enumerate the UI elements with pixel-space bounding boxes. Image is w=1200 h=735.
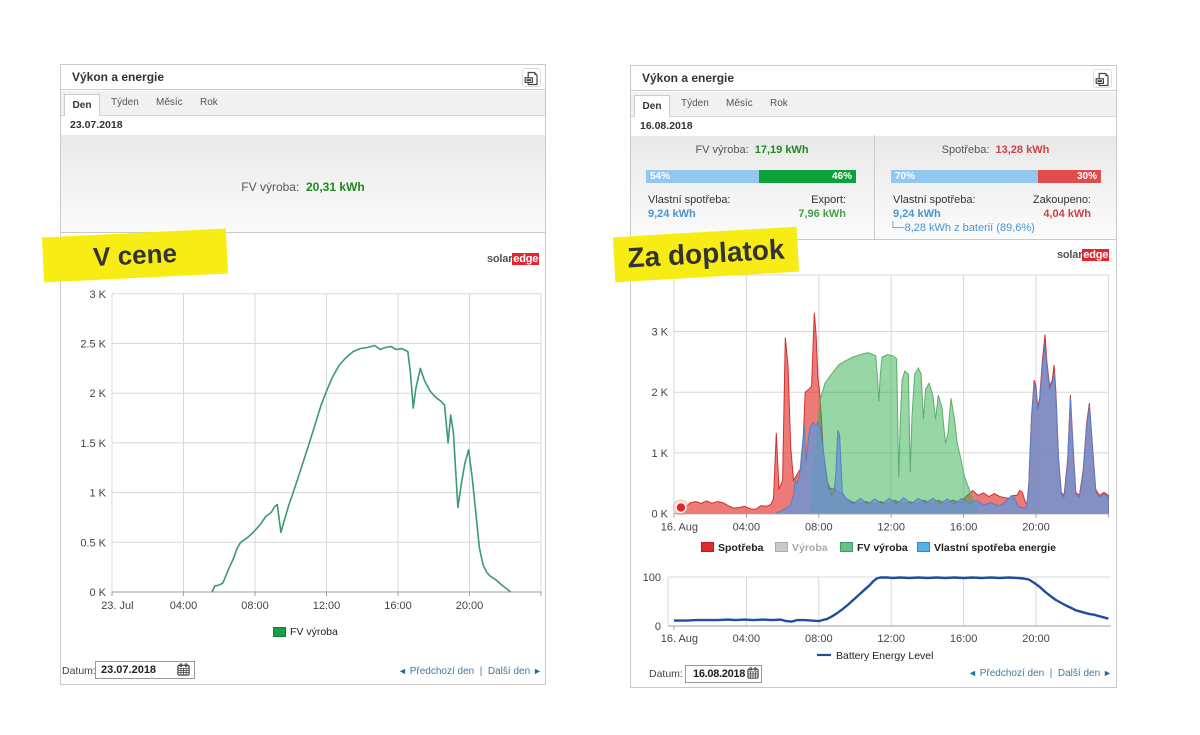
svg-text:2 K: 2 K (89, 388, 106, 400)
svg-text:20:00: 20:00 (456, 600, 484, 612)
svg-text:0 K: 0 K (651, 509, 668, 521)
svg-text:08:00: 08:00 (241, 600, 269, 612)
svg-text:2 K: 2 K (651, 387, 668, 399)
svg-text:08:00: 08:00 (805, 522, 833, 534)
svg-text:04:00: 04:00 (170, 600, 198, 612)
svg-text:0: 0 (655, 621, 661, 633)
svg-text:16. Aug: 16. Aug (661, 633, 698, 645)
svg-text:16:00: 16:00 (950, 633, 978, 645)
svg-text:16. Aug: 16. Aug (661, 522, 698, 534)
svg-text:04:00: 04:00 (733, 633, 761, 645)
svg-text:1 K: 1 K (651, 448, 668, 460)
svg-text:1.5 K: 1.5 K (80, 438, 106, 450)
svg-text:16:00: 16:00 (384, 600, 412, 612)
svg-text:12:00: 12:00 (877, 522, 905, 534)
svg-text:3 K: 3 K (89, 289, 106, 301)
svg-text:04:00: 04:00 (733, 522, 761, 534)
svg-text:0 K: 0 K (89, 587, 106, 599)
svg-text:3 K: 3 K (651, 327, 668, 339)
svg-text:12:00: 12:00 (877, 633, 905, 645)
svg-text:2.5 K: 2.5 K (80, 339, 106, 351)
svg-text:08:00: 08:00 (805, 633, 833, 645)
svg-text:16:00: 16:00 (950, 522, 978, 534)
svg-text:20:00: 20:00 (1022, 522, 1050, 534)
svg-text:Battery Energy Level: Battery Energy Level (836, 650, 933, 662)
svg-text:12:00: 12:00 (313, 600, 341, 612)
svg-text:1 K: 1 K (89, 488, 106, 500)
svg-text:0.5 K: 0.5 K (80, 537, 106, 549)
svg-text:100: 100 (643, 572, 661, 584)
svg-text:23. Jul: 23. Jul (101, 600, 133, 612)
svg-text:20:00: 20:00 (1022, 633, 1050, 645)
